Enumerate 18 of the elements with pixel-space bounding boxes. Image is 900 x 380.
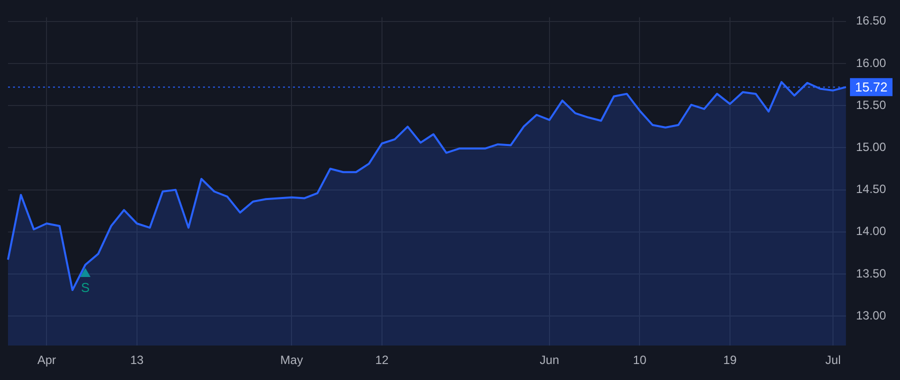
y-tick-label: 15.00 [856, 140, 886, 154]
y-tick-label: 15.50 [856, 98, 886, 112]
y-tick-label: 13.00 [856, 308, 886, 322]
x-tick-label: Apr [37, 353, 56, 368]
x-tick-label: 19 [723, 353, 737, 368]
x-tick-label: Jul [825, 353, 841, 368]
series-label: S [81, 280, 90, 296]
ref-line-label: 15.72 [854, 80, 888, 95]
y-tick-label: 16.00 [856, 56, 886, 70]
y-tick-label: 14.50 [856, 182, 886, 196]
x-tick-label: May [280, 353, 303, 368]
y-tick-label: 13.50 [856, 266, 886, 280]
x-tick-label: 13 [130, 353, 144, 368]
x-tick-label: Jun [540, 353, 560, 368]
y-tick-label: 16.50 [856, 14, 886, 28]
x-tick-label: 12 [375, 353, 389, 368]
x-tick-label: 10 [633, 353, 647, 368]
y-tick-label: 14.00 [856, 224, 886, 238]
